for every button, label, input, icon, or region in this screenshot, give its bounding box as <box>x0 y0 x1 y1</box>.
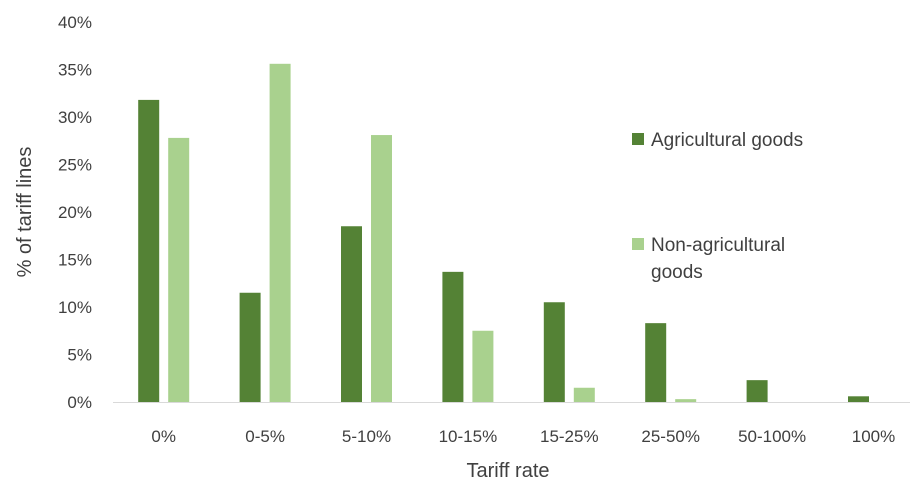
legend: Agricultural goods Non-agricultural goods <box>632 130 803 283</box>
bar-non-agricultural <box>168 137 190 402</box>
bar-agricultural <box>341 226 362 402</box>
bars <box>138 63 869 403</box>
y-tick-label: 0% <box>67 393 92 412</box>
x-axis: 0% 0-5% 5-10% 10-15% 15-25% 25-50% 50-100% 100% <box>151 427 895 446</box>
legend-label: Agricultural goods <box>651 130 803 151</box>
bar-agricultural <box>138 99 160 403</box>
bar-agricultural <box>442 271 464 402</box>
y-tick-label: 30% <box>58 108 92 127</box>
x-tick-label: 15-25% <box>540 427 599 446</box>
y-tick-label: 15% <box>58 251 92 270</box>
y-tick-label: 40% <box>58 13 92 32</box>
bar-non-agricultural <box>573 387 595 402</box>
x-tick-label: 0% <box>151 427 176 446</box>
y-tick-label: 25% <box>58 156 92 175</box>
y-axis: 0% 5% 10% 15% 20% 25% 30% 35% 40% <box>58 13 92 412</box>
x-axis-title: Tariff rate <box>467 460 550 481</box>
x-tick-label: 10-15% <box>439 427 498 446</box>
bar-agricultural <box>848 396 869 402</box>
bar-agricultural <box>239 292 261 402</box>
x-tick-label: 100% <box>852 427 895 446</box>
x-tick-label: 0-5% <box>245 427 285 446</box>
bar-non-agricultural <box>472 330 494 402</box>
x-tick-label: 25-50% <box>641 427 700 446</box>
legend-swatch <box>632 238 644 250</box>
x-tick-label: 50-100% <box>738 427 806 446</box>
y-tick-label: 20% <box>58 203 92 222</box>
y-axis-title: % of tariff lines <box>14 147 36 278</box>
y-tick-label: 35% <box>58 61 92 80</box>
bar-agricultural <box>746 380 768 402</box>
legend-swatch <box>632 133 644 145</box>
legend-label: Non-agricultural goods <box>651 235 785 283</box>
x-tick-label: 5-10% <box>342 427 391 446</box>
bar-non-agricultural <box>675 399 697 402</box>
bar-agricultural <box>645 323 667 402</box>
y-tick-label: 10% <box>58 298 92 317</box>
bar-agricultural <box>543 302 565 402</box>
bar-non-agricultural <box>371 135 392 403</box>
bar-non-agricultural <box>269 63 291 403</box>
y-tick-label: 5% <box>67 346 92 365</box>
